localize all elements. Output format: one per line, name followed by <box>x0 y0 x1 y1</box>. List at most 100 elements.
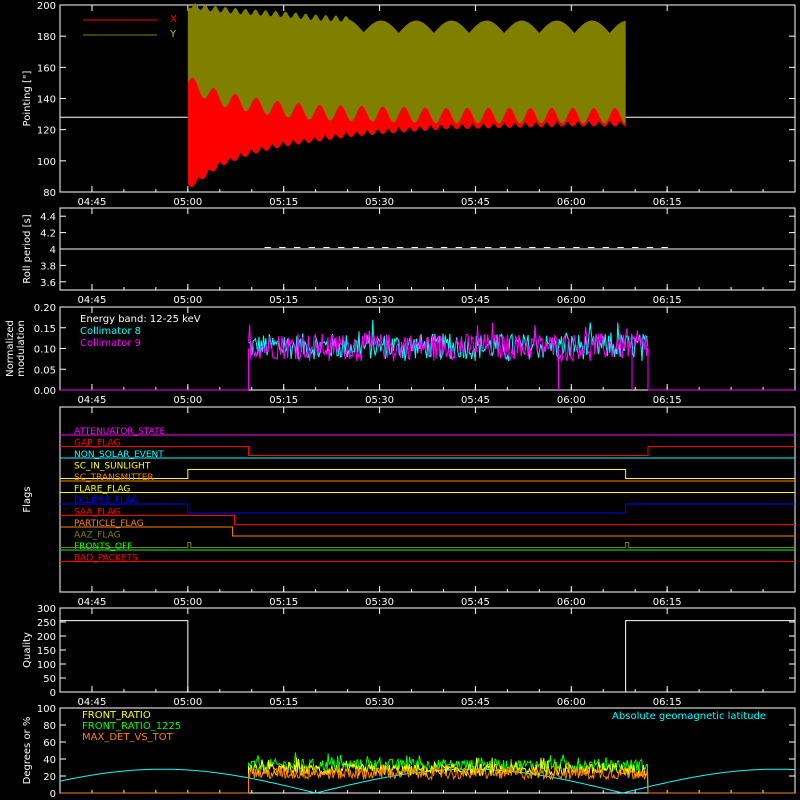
flag-line-eclipse_flag <box>60 503 795 514</box>
series-x-band <box>187 79 626 187</box>
legend-y-label: Y <box>169 29 177 40</box>
ratios-frame <box>59 707 796 794</box>
pointing-xtick-label: 05:00 <box>173 197 202 208</box>
roll-xtick-label: 05:30 <box>365 295 394 306</box>
flags-xtick-label: 06:00 <box>557 597 586 608</box>
roll-xtick-label: 06:00 <box>557 295 586 306</box>
pointing-ytick-label: 100 <box>37 157 56 168</box>
modulation-ytick-label: 0.05 <box>34 365 56 376</box>
flag-label-saa_flag: SAA_FLAG <box>74 508 120 518</box>
flag-label-flare_flag: FLARE_FLAG <box>74 485 130 495</box>
quality-xtick-label: 05:30 <box>365 697 394 708</box>
pointing-xtick-label: 04:45 <box>78 197 107 208</box>
roll-xtick-label: 04:45 <box>78 295 107 306</box>
legend-max-det-vs-tot: MAX_DET_VS_TOT <box>82 732 174 743</box>
modulation-series-9 <box>248 322 649 363</box>
quality-xtick-label: 04:45 <box>78 697 107 708</box>
quality-xtick-label: 05:15 <box>269 697 298 708</box>
ratios-ytick-label: 40 <box>43 755 56 766</box>
flags-xtick-label: 06:15 <box>653 597 682 608</box>
flag-label-attenuator_state: ATTENUATOR_STATE <box>74 427 166 437</box>
legend-x-label: X <box>170 14 177 25</box>
quality-xtick-label: 05:00 <box>173 697 202 708</box>
pointing-xtick-label: 06:15 <box>653 197 682 208</box>
modulation-panel: 04:45 05:00 05:15 05:30 05:45 06:00 06:15 0.00 0… <box>5 303 796 406</box>
ratios-ytick-label: 0 <box>50 789 56 800</box>
flag-line-gap_flag <box>60 446 795 456</box>
ratios-ytick-label: 100 <box>37 704 56 715</box>
ratios-ylabel: Degrees or % <box>22 717 33 785</box>
pointing-xtick-label: 05:30 <box>365 197 394 208</box>
flag-label-fronts_off: FRONTS_OFF <box>74 542 132 552</box>
modulation-xtick-label: 05:15 <box>269 395 298 406</box>
quality-ytick-label: 50 <box>43 674 56 685</box>
pointing-ytick-label: 180 <box>37 32 56 43</box>
flags-frame <box>59 406 796 593</box>
flag-label-particle_flag: PARTICLE_FLAG <box>74 519 144 529</box>
flags-xtick-label: 05:15 <box>269 597 298 608</box>
roll-ylabel: Roll period [s] <box>22 214 33 283</box>
ratios-ytick-label: 20 <box>43 772 56 783</box>
roll-xtick-label: 05:00 <box>173 295 202 306</box>
modulation-ytick-label: 0.20 <box>34 303 56 314</box>
flags-ylabel: Flags <box>22 486 33 512</box>
roll-panel: 04:45 05:00 05:15 05:30 05:45 06:00 06:15 3.6 3.… <box>22 207 796 306</box>
series-y-band <box>187 3 626 124</box>
roll-xtick-label: 05:15 <box>269 295 298 306</box>
modulation-ylabel: Normalizedmodulation <box>5 320 27 377</box>
modulation-xtick-label: 04:45 <box>78 395 107 406</box>
pointing-ytick-label: 120 <box>37 126 56 137</box>
quality-panel: 04:45 05:00 05:15 05:30 05:45 06:00 06:15 0 50 10… <box>22 604 796 708</box>
pointing-panel: 04:45 05:00 05:15 05:30 05:45 06:00 06:15 80 100… <box>22 1 796 208</box>
pointing-ytick-label: 200 <box>37 1 56 12</box>
quality-ytick-label: 250 <box>37 618 56 629</box>
roll-ytick-label: 4 <box>50 245 56 256</box>
quality-xtick-label: 06:00 <box>557 697 586 708</box>
pointing-xtick-label: 05:45 <box>461 197 490 208</box>
flags-xtick-label: 05:00 <box>173 597 202 608</box>
flags-xtick-label: 05:30 <box>365 597 394 608</box>
ratios-ytick-label: 80 <box>43 721 56 732</box>
legend-front-ratio-1225: FRONT_RATIO_1225 <box>82 721 181 732</box>
flags-xtick-label: 04:45 <box>78 597 107 608</box>
flag-label-eclipse_flag: ECLIPSE_FLAG <box>74 496 138 506</box>
flag-label-bad_packets: BAD_PACKETS <box>74 554 138 564</box>
quality-ytick-label: 0 <box>50 688 56 699</box>
modulation-xtick-label: 06:15 <box>653 395 682 406</box>
quality-ytick-label: 300 <box>37 604 56 615</box>
roll-xtick-label: 06:15 <box>653 295 682 306</box>
quality-xtick-label: 05:45 <box>461 697 490 708</box>
modulation-ytick-label: 0.10 <box>34 345 56 356</box>
geomagnetic-latitude-label: Absolute geomagnetic latitude <box>612 711 766 722</box>
roll-ytick-label: 3.6 <box>40 278 56 289</box>
flags-xtick-label: 05:45 <box>461 597 490 608</box>
ratios-panel: 0 20 40 60 80 100 Degrees or % FRONT_RATIOFRONT… <box>22 704 796 800</box>
modulation-ytick-label: 0.00 <box>34 386 56 397</box>
quality-xtick-label: 06:15 <box>653 697 682 708</box>
geomagnetic-latitude-line <box>59 768 795 794</box>
roll-ytick-label: 4.4 <box>40 212 56 223</box>
pointing-xtick-label: 06:00 <box>557 197 586 208</box>
roll-xtick-label: 05:45 <box>461 295 490 306</box>
ratios-ytick-label: 60 <box>43 738 56 749</box>
flag-label-sc_transmitter: SC_TRANSMITTER <box>74 473 154 483</box>
quality-ylabel: Quality <box>22 632 33 668</box>
flag-label-gap_flag: GAP_FLAG <box>74 439 120 449</box>
pointing-xtick-label: 05:15 <box>269 197 298 208</box>
roll-ytick-label: 3.8 <box>40 261 56 272</box>
pointing-ylabel: Pointing ["] <box>22 70 33 126</box>
ratio-series-max_det_vs_tot <box>248 761 649 794</box>
flag-line-saa_flag <box>60 515 795 525</box>
flag-label-sc_in_sunlight: SC_IN_SUNLIGHT <box>74 462 151 472</box>
flag-line-particle_flag <box>60 526 795 537</box>
quality-ytick-label: 200 <box>37 632 56 643</box>
quality-series <box>60 620 795 693</box>
modulation-series-8 <box>248 319 649 362</box>
legend-front-ratio: FRONT_RATIO <box>82 710 151 721</box>
legend-collimator-9: Collimator 9 <box>80 338 141 349</box>
roll-ytick-label: 4.2 <box>40 229 56 240</box>
pointing-ytick-label: 160 <box>37 63 56 74</box>
modulation-xtick-label: 05:45 <box>461 395 490 406</box>
modulation-xtick-label: 05:30 <box>365 395 394 406</box>
